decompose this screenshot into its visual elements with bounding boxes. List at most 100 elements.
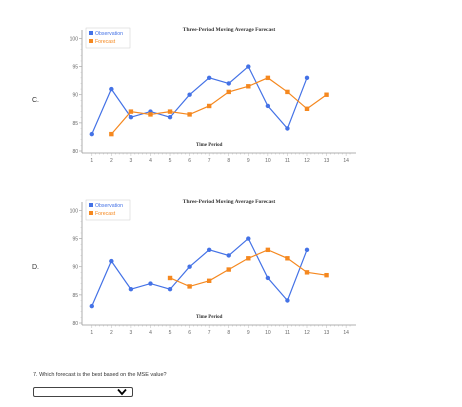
- x-tick-label: 14: [343, 330, 349, 336]
- x-tick-label: 5: [169, 158, 172, 164]
- x-axis-label: Time Period: [196, 143, 223, 148]
- chart-title: Three-Period Moving Average Forecast: [183, 199, 276, 205]
- x-tick-label: 3: [130, 158, 133, 164]
- x-tick-label: 2: [110, 158, 113, 164]
- chevron-down-icon: [117, 388, 127, 396]
- legend-entry: Observation: [95, 31, 123, 37]
- data-point-observation: [89, 303, 94, 309]
- series-line-forecast: [169, 249, 327, 288]
- data-point-forecast: [246, 256, 251, 261]
- data-point-observation: [304, 75, 310, 81]
- chart-option-d: Three-Period Moving Average Forecast8085…: [70, 199, 356, 336]
- data-point-forecast: [206, 278, 212, 283]
- data-point-forecast: [324, 272, 329, 278]
- data-point-observation: [109, 258, 114, 264]
- x-tick-label: 8: [227, 158, 230, 164]
- data-point-forecast: [265, 75, 271, 81]
- data-point-observation: [285, 126, 290, 131]
- x-axis-label: Time Period: [196, 315, 223, 320]
- question-text: 7. Which forecast is the best based on t…: [33, 372, 167, 378]
- x-tick-label: 1: [90, 330, 93, 336]
- data-point-observation: [226, 253, 231, 258]
- data-point-observation: [304, 247, 310, 253]
- x-tick-label: 4: [149, 330, 152, 336]
- legend-swatch: [89, 211, 93, 215]
- data-point-forecast: [285, 256, 290, 261]
- legend-entry: Forecast: [95, 211, 116, 217]
- data-point-observation: [246, 236, 251, 241]
- data-point-forecast: [265, 247, 271, 253]
- y-tick-label: 85: [72, 121, 78, 127]
- x-tick-label: 11: [285, 158, 290, 164]
- series-line-observation: [91, 237, 308, 307]
- x-tick-label: 10: [265, 158, 271, 164]
- legend-box: [85, 27, 131, 49]
- y-tick-label: 80: [72, 321, 78, 327]
- x-tick-label: 6: [188, 158, 191, 164]
- x-tick-label: 9: [247, 158, 250, 164]
- data-point-observation: [167, 115, 173, 120]
- x-tick-label: 4: [149, 158, 152, 164]
- x-tick-label: 6: [188, 330, 191, 336]
- data-point-forecast: [246, 84, 251, 89]
- data-point-forecast: [187, 112, 192, 117]
- y-tick-label: 95: [72, 65, 78, 71]
- data-point-forecast: [285, 89, 290, 95]
- y-tick-label: 85: [72, 293, 78, 299]
- data-point-observation: [285, 298, 290, 303]
- data-point-forecast: [206, 103, 212, 109]
- data-point-observation: [89, 131, 94, 137]
- x-tick-label: 13: [324, 330, 330, 336]
- y-tick-label: 100: [70, 208, 79, 214]
- data-point-observation: [265, 103, 271, 109]
- data-point-forecast: [226, 267, 231, 272]
- data-point-observation: [226, 81, 231, 86]
- legend: Observation Forecast: [85, 199, 131, 221]
- legend: Observation Forecast: [85, 27, 131, 49]
- data-point-observation: [128, 287, 134, 292]
- x-tick-label: 13: [324, 158, 330, 164]
- x-tick-label: 12: [304, 330, 310, 336]
- x-tick-label: 14: [343, 158, 349, 164]
- x-tick-label: 2: [110, 330, 113, 336]
- data-point-observation: [265, 275, 271, 281]
- x-tick-label: 1: [90, 158, 93, 164]
- data-point-forecast: [226, 89, 231, 95]
- legend-swatch: [89, 203, 93, 207]
- x-tick-label: 11: [285, 330, 290, 336]
- x-tick-label: 8: [227, 330, 230, 336]
- data-point-forecast: [304, 106, 310, 111]
- data-point-observation: [148, 281, 153, 286]
- data-point-forecast: [167, 275, 173, 281]
- option-label-d: D.: [32, 264, 39, 271]
- x-tick-label: 5: [169, 330, 172, 336]
- legend-swatch: [89, 31, 93, 35]
- data-point-forecast: [324, 92, 329, 97]
- legend-entry: Forecast: [95, 39, 116, 45]
- legend-entry: Observation: [95, 203, 123, 209]
- data-point-forecast: [187, 284, 192, 289]
- data-point-observation: [187, 264, 192, 269]
- data-point-forecast: [167, 109, 173, 114]
- data-point-observation: [128, 115, 134, 120]
- series-line-forecast: [110, 77, 327, 135]
- chart-option-c: Three-Period Moving Average Forecast8085…: [70, 27, 356, 164]
- y-tick-label: 90: [72, 265, 78, 271]
- data-point-forecast: [148, 112, 153, 117]
- data-point-observation: [109, 86, 114, 92]
- data-point-forecast: [128, 109, 134, 114]
- y-tick-label: 100: [70, 36, 79, 42]
- data-point-observation: [206, 247, 212, 253]
- legend-swatch: [89, 39, 93, 43]
- data-point-observation: [187, 92, 192, 97]
- y-tick-label: 95: [72, 237, 78, 243]
- x-tick-label: 12: [304, 158, 310, 164]
- x-tick-label: 7: [208, 158, 211, 164]
- data-point-observation: [206, 75, 212, 81]
- data-point-forecast: [109, 131, 114, 137]
- legend-box: [85, 199, 131, 221]
- answer-dropdown[interactable]: [33, 387, 133, 397]
- data-point-observation: [246, 64, 251, 69]
- x-tick-label: 9: [247, 330, 250, 336]
- series-line-observation: [91, 65, 308, 135]
